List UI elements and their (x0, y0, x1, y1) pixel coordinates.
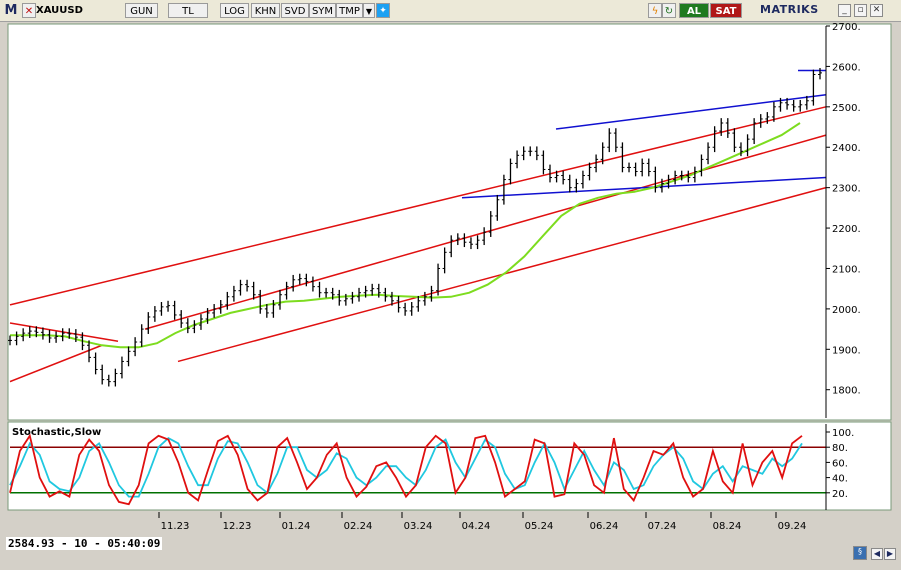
stoch-y-tick-label: 20. (832, 489, 848, 500)
dropdown-arrow-icon[interactable]: ▼ (363, 3, 375, 18)
restore-icon[interactable]: ▫ (854, 4, 867, 17)
x-axis-month-label: 05.24 (525, 521, 554, 532)
price-y-tick-label: 2300. (832, 184, 861, 195)
x-axis-month-label: 01.24 (282, 521, 311, 532)
x-axis-month-label: 03.24 (404, 521, 433, 532)
x-axis-month-label: 06.24 (590, 521, 619, 532)
stoch-d-line (9, 437, 803, 498)
price-y-tick-label: 2000. (832, 305, 861, 316)
x-axis-month-label: 11.23 (161, 521, 190, 532)
sync-icon[interactable]: § (853, 546, 867, 560)
scroll-right-icon[interactable]: ▶ (884, 548, 896, 560)
price-y-tick-label: 2100. (832, 264, 861, 275)
refresh-icon[interactable]: ↻ (662, 3, 676, 18)
chart-area[interactable]: 1800. 1900. 2000. 2100. 2200. 2300. 2400. 2500.… (0, 22, 901, 534)
axis-layer: 1800. 1900. 2000. 2100. 2200. 2300. 2400. 2500.… (158, 22, 861, 532)
red-trendline (9, 322, 119, 342)
price-y-tick-label: 2700. (832, 22, 861, 33)
x-axis-month-label: 04.24 (462, 521, 491, 532)
gun-button[interactable]: GUN (125, 3, 158, 18)
brand-label: MATRIKS (760, 3, 819, 16)
stoch-y-tick-label: 80. (832, 443, 848, 454)
price-panel (7, 23, 892, 421)
price-y-tick-label: 2600. (832, 62, 861, 73)
toolbar: M ✕ XAUUSD GUN TL LOG KHN SVD SYM TMP ▼ … (0, 0, 901, 22)
buy-button[interactable]: AL (679, 3, 709, 18)
red-trendline (9, 344, 103, 383)
matriks-logo: M (4, 3, 18, 18)
twitter-icon[interactable]: ✦ (376, 3, 390, 18)
x-axis-month-label: 02.24 (344, 521, 373, 532)
x-axis-month-label: 12.23 (223, 521, 252, 532)
price-y-tick-label: 1800. (832, 386, 861, 397)
stochastic-title: Stochastic,Slow (12, 427, 101, 438)
x-axis-month-label: 08.24 (713, 521, 742, 532)
symbol-field[interactable]: XAUUSD (36, 5, 83, 16)
scroll-left-icon[interactable]: ◀ (871, 548, 883, 560)
log-button[interactable]: LOG (220, 3, 249, 18)
price-y-tick-label: 2400. (832, 143, 861, 154)
x-axis-month-label: 07.24 (648, 521, 677, 532)
x-axis-month-label: 09.24 (778, 521, 807, 532)
tmp-button[interactable]: TMP (336, 3, 363, 18)
close-x-icon[interactable]: ✕ (22, 3, 36, 18)
price-y-tick-label: 1900. (832, 345, 861, 356)
stoch-y-tick-label: 100. (832, 428, 854, 439)
stoch-y-tick-label: 40. (832, 474, 848, 485)
close-icon[interactable]: ✕ (870, 4, 883, 17)
stoch-k-line (9, 433, 803, 506)
sym-button[interactable]: SYM (309, 3, 336, 18)
price-readout: 2584.93 - 10 - 05:40:09 (6, 537, 163, 550)
sell-button[interactable]: SAT (710, 3, 742, 18)
minimize-icon[interactable]: _ (838, 4, 851, 17)
red-trendline (9, 106, 827, 306)
stochastic-layer (9, 433, 826, 506)
svd-button[interactable]: SVD (281, 3, 309, 18)
price-layer (8, 68, 827, 387)
blue-trendline (461, 176, 827, 199)
khn-button[interactable]: KHN (251, 3, 280, 18)
stoch-y-tick-label: 60. (832, 458, 848, 469)
lightning-icon[interactable]: ϟ (648, 3, 662, 18)
price-y-tick-label: 2200. (832, 224, 861, 235)
tl-button[interactable]: TL (168, 3, 208, 18)
price-y-tick-label: 2500. (832, 103, 861, 114)
